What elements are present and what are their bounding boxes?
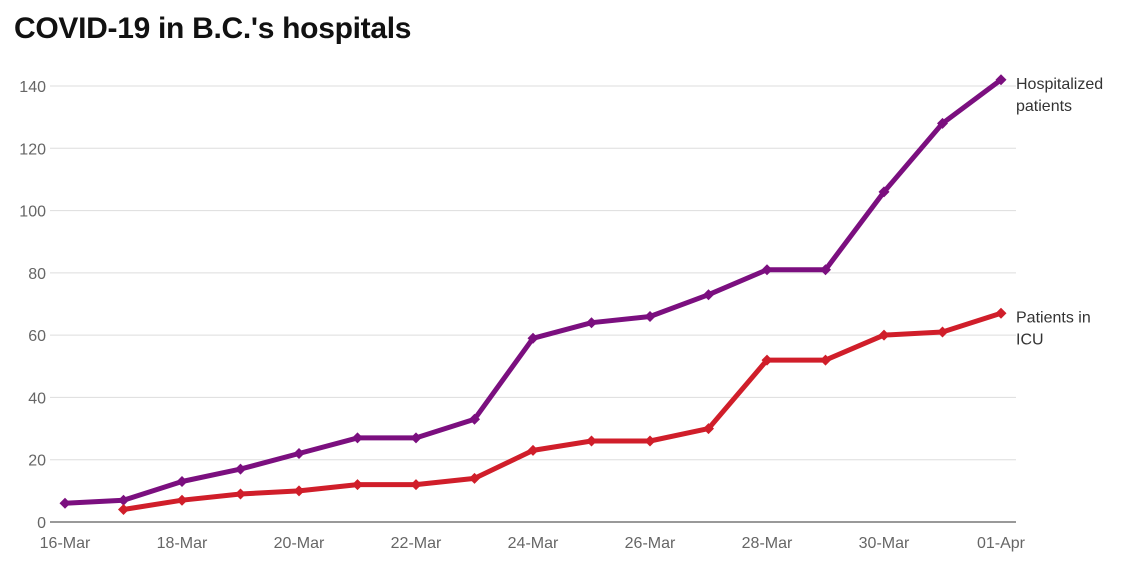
data-point-marker — [937, 117, 948, 129]
series-lines — [59, 74, 1007, 515]
series-line — [121, 310, 1004, 512]
series-labels: Hospitalized patients Patients in ICU — [1016, 76, 1103, 349]
data-point-marker — [235, 463, 246, 475]
data-point-marker — [644, 435, 656, 447]
series-label-line: Patients in — [1016, 309, 1091, 326]
x-tick-label: 28-Mar — [742, 535, 793, 552]
y-tick-label: 40 — [28, 390, 46, 407]
y-tick-label: 60 — [28, 328, 46, 345]
data-point-marker — [761, 264, 773, 276]
x-tick-label: 30-Mar — [859, 535, 910, 552]
data-point-marker — [878, 329, 890, 341]
data-point-marker — [937, 326, 948, 338]
x-tick-label: 16-Mar — [40, 535, 91, 552]
data-point-marker — [469, 413, 480, 425]
series-label-line: Hospitalized — [1016, 76, 1103, 93]
x-tick-label: 20-Mar — [274, 535, 325, 552]
data-point-marker — [176, 494, 188, 506]
data-point-marker — [410, 432, 422, 444]
x-tick-label: 01-Apr — [977, 535, 1026, 552]
data-point-marker — [703, 423, 714, 435]
data-point-marker — [820, 354, 831, 366]
y-tick-label: 140 — [19, 79, 46, 96]
y-tick-label: 80 — [28, 266, 46, 283]
y-tick-label: 100 — [19, 204, 46, 221]
data-point-marker — [59, 497, 71, 509]
x-tick-label: 22-Mar — [391, 535, 442, 552]
data-point-marker — [820, 264, 831, 276]
series-label-line: patients — [1016, 98, 1072, 115]
x-axis-ticks: 16-Mar 18-Mar 20-Mar 22-Mar 24-Mar 26-Mar 28-M… — [40, 535, 1026, 552]
y-tick-label: 120 — [19, 141, 46, 158]
data-point-marker — [469, 472, 480, 484]
data-point-marker — [293, 448, 305, 459]
gridlines — [50, 85, 1016, 523]
data-point-marker — [118, 504, 129, 515]
data-point-marker — [761, 354, 773, 366]
data-point-marker — [235, 488, 246, 500]
x-tick-label: 18-Mar — [157, 535, 208, 552]
data-point-marker — [995, 307, 1007, 319]
chart-title: COVID-19 in B.C.'s hospitals — [14, 12, 412, 45]
data-point-marker — [586, 435, 597, 447]
series-line — [62, 77, 1004, 506]
data-point-marker — [703, 289, 714, 301]
data-point-marker — [293, 485, 305, 497]
data-point-marker — [410, 479, 422, 491]
y-tick-label: 0 — [37, 515, 46, 532]
series-label: Patients in ICU — [1016, 309, 1091, 348]
data-point-marker — [352, 432, 363, 444]
series-label-line: ICU — [1016, 331, 1044, 348]
data-point-marker — [176, 476, 188, 487]
data-point-marker — [586, 317, 597, 329]
data-point-marker — [118, 494, 129, 506]
x-tick-label: 24-Mar — [508, 535, 559, 552]
data-point-marker — [644, 311, 656, 322]
y-tick-label: 20 — [28, 453, 46, 470]
data-point-marker — [527, 332, 539, 344]
data-point-marker — [527, 444, 539, 456]
x-tick-label: 26-Mar — [625, 535, 676, 552]
data-point-marker — [878, 186, 890, 198]
y-axis-ticks: 0 20 40 60 80 100 120 140 — [19, 79, 46, 532]
data-point-marker — [995, 74, 1007, 86]
series-label: Hospitalized patients — [1016, 76, 1103, 115]
data-point-marker — [352, 479, 363, 491]
